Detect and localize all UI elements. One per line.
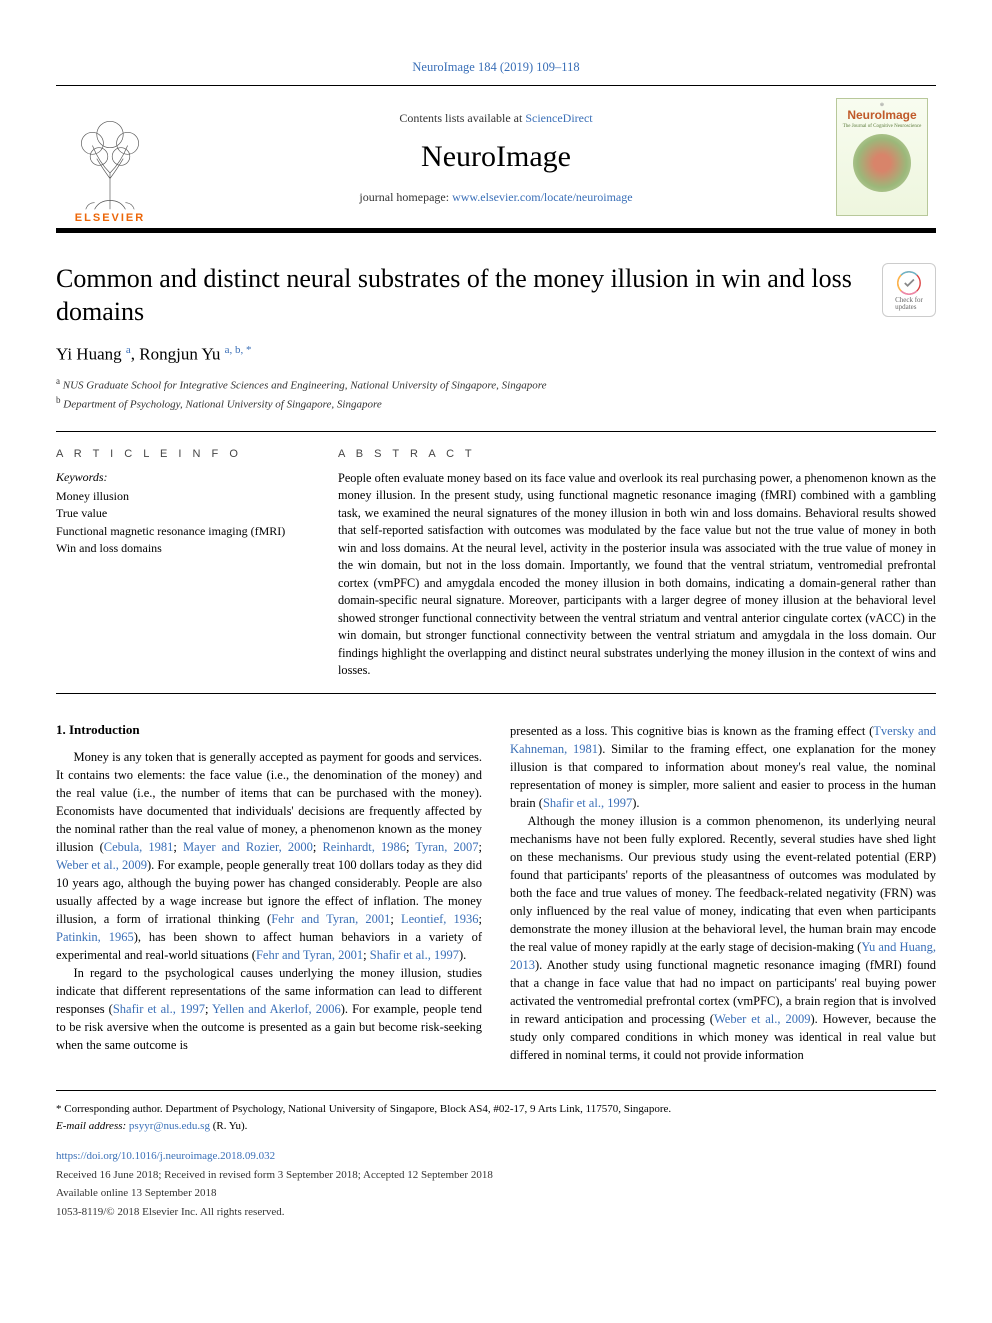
authors: Yi Huang a, Rongjun Yu a, b, * xyxy=(56,344,936,365)
keyword: Money illusion xyxy=(56,488,308,505)
intro-p3: Although the money illusion is a common … xyxy=(510,812,936,1064)
cite-link[interactable]: Leontief, 1936 xyxy=(401,912,479,926)
email-line: E-mail address: psyyr@nus.edu.sg (R. Yu)… xyxy=(56,1118,936,1135)
journal-reference-link[interactable]: NeuroImage 184 (2019) 109–118 xyxy=(412,60,579,74)
intro-p2b: presented as a loss. This cognitive bias… xyxy=(510,722,936,812)
author-2-affil[interactable]: a, b, * xyxy=(225,344,252,356)
cite-link[interactable]: Cebula, 1981 xyxy=(104,840,174,854)
cover-brain-icon xyxy=(853,134,911,192)
footer: * Corresponding author. Department of Ps… xyxy=(56,1090,936,1220)
author-2: Rongjun Yu xyxy=(139,345,220,364)
keyword: Functional magnetic resonance imaging (f… xyxy=(56,523,308,540)
article-info-column: A R T I C L E I N F O Keywords: Money il… xyxy=(56,448,308,679)
crossmark-icon xyxy=(895,269,923,297)
contents-prefix: Contents lists available at xyxy=(399,111,525,125)
homepage-link[interactable]: www.elsevier.com/locate/neuroimage xyxy=(452,190,633,204)
sciencedirect-link[interactable]: ScienceDirect xyxy=(525,111,592,125)
article-history: Received 16 June 2018; Received in revis… xyxy=(56,1167,936,1184)
email-link[interactable]: psyyr@nus.edu.sg xyxy=(129,1120,210,1132)
cover-title: NeuroImage xyxy=(847,108,916,122)
cover-thumbnail: ⊕ NeuroImage The Journal of Cognitive Ne… xyxy=(836,98,928,216)
cite-link[interactable]: Shafir et al., 1997 xyxy=(370,948,459,962)
article-title: Common and distinct neural substrates of… xyxy=(56,263,862,328)
intro-p1: Money is any token that is generally acc… xyxy=(56,748,482,964)
affiliation-a: a NUS Graduate School for Integrative Sc… xyxy=(56,375,936,394)
cite-link[interactable]: Shafir et al., 1997 xyxy=(113,1002,205,1016)
cite-link[interactable]: Weber et al., 2009 xyxy=(56,858,147,872)
journal-cover: ⊕ NeuroImage The Journal of Cognitive Ne… xyxy=(828,86,936,228)
crossmark-badge[interactable]: Check forupdates xyxy=(882,263,936,317)
available-online: Available online 13 September 2018 xyxy=(56,1185,936,1202)
contents-line: Contents lists available at ScienceDirec… xyxy=(399,111,592,126)
cover-subtitle: The Journal of Cognitive Neuroscience xyxy=(843,124,922,130)
cite-link[interactable]: Weber et al., 2009 xyxy=(714,1012,811,1026)
cite-link[interactable]: Fehr and Tyran, 2001 xyxy=(256,948,363,962)
keyword: Win and loss domains xyxy=(56,540,308,557)
journal-reference: NeuroImage 184 (2019) 109–118 xyxy=(56,60,936,75)
abstract-column: A B S T R A C T People often evaluate mo… xyxy=(338,448,936,679)
cite-link[interactable]: Tyran, 2007 xyxy=(415,840,478,854)
article-info-label: A R T I C L E I N F O xyxy=(56,448,308,460)
cite-link[interactable]: Patinkin, 1965 xyxy=(56,930,134,944)
homepage-line: journal homepage: www.elsevier.com/locat… xyxy=(359,190,632,205)
elsevier-tree-icon xyxy=(66,112,154,212)
cite-link[interactable]: Reinhardt, 1986 xyxy=(322,840,406,854)
cite-link[interactable]: Shafir et al., 1997 xyxy=(543,796,632,810)
cite-link[interactable]: Fehr and Tyran, 2001 xyxy=(271,912,390,926)
abstract-text: People often evaluate money based on its… xyxy=(338,470,936,679)
keywords-label: Keywords: xyxy=(56,470,308,485)
rule-bottom xyxy=(56,693,936,694)
author-1: Yi Huang xyxy=(56,345,122,364)
journal-header: ELSEVIER Contents lists available at Sci… xyxy=(56,85,936,233)
author-sep: , xyxy=(131,345,140,364)
homepage-prefix: journal homepage: xyxy=(359,190,452,204)
body-columns: 1. Introduction Money is any token that … xyxy=(56,722,936,1064)
affiliation-b: b Department of Psychology, National Uni… xyxy=(56,394,936,413)
doi-link[interactable]: https://doi.org/10.1016/j.neuroimage.201… xyxy=(56,1148,936,1165)
journal-name: NeuroImage xyxy=(421,140,571,174)
header-center: Contents lists available at ScienceDirec… xyxy=(164,86,828,228)
publisher-name: ELSEVIER xyxy=(75,212,145,224)
intro-heading: 1. Introduction xyxy=(56,722,482,738)
cite-link[interactable]: Mayer and Rozier, 2000 xyxy=(183,840,313,854)
crossmark-label-bottom: updates xyxy=(895,303,916,311)
keyword: True value xyxy=(56,505,308,522)
abstract-label: A B S T R A C T xyxy=(338,448,936,460)
rule-top xyxy=(56,431,936,432)
intro-p2a: In regard to the psychological causes un… xyxy=(56,964,482,1054)
cite-link[interactable]: Yellen and Akerlof, 2006 xyxy=(212,1002,341,1016)
publisher-logo: ELSEVIER xyxy=(56,86,164,228)
corresponding-author: * Corresponding author. Department of Ps… xyxy=(56,1101,936,1118)
affiliations: a NUS Graduate School for Integrative Sc… xyxy=(56,375,936,413)
copyright: 1053-8119/© 2018 Elsevier Inc. All right… xyxy=(56,1204,936,1221)
